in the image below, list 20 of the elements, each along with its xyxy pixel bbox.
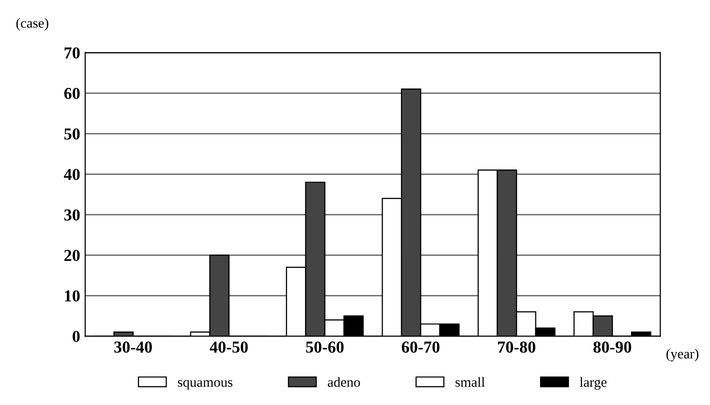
legend-label: small: [456, 377, 485, 387]
x-tick-label: 30-40: [114, 341, 152, 353]
legend-label: squamous: [178, 380, 232, 390]
y-tick-label: 60: [64, 88, 80, 100]
y-tick-label: 10: [65, 290, 80, 302]
legend-label: large: [580, 377, 607, 390]
x-axis-title: (year): [666, 348, 698, 362]
legend-label: adeno: [328, 377, 360, 387]
y-tick-label: 0: [72, 330, 80, 342]
x-tick-label: 40-50: [210, 341, 248, 353]
x-tick-label: 70-80: [498, 341, 536, 353]
y-tick-label: 40: [64, 168, 80, 180]
y-tick-label: 20: [64, 250, 80, 262]
y-tick-label: 50: [64, 128, 80, 140]
x-tick-label: 80-90: [593, 341, 632, 353]
x-tick-label: 50-60: [306, 341, 344, 353]
y-tick-label: 30: [64, 209, 80, 221]
x-tick-label: 60-70: [402, 341, 440, 353]
y-axis-title: (case): [16, 18, 48, 31]
y-tick-label: 70: [64, 47, 80, 59]
